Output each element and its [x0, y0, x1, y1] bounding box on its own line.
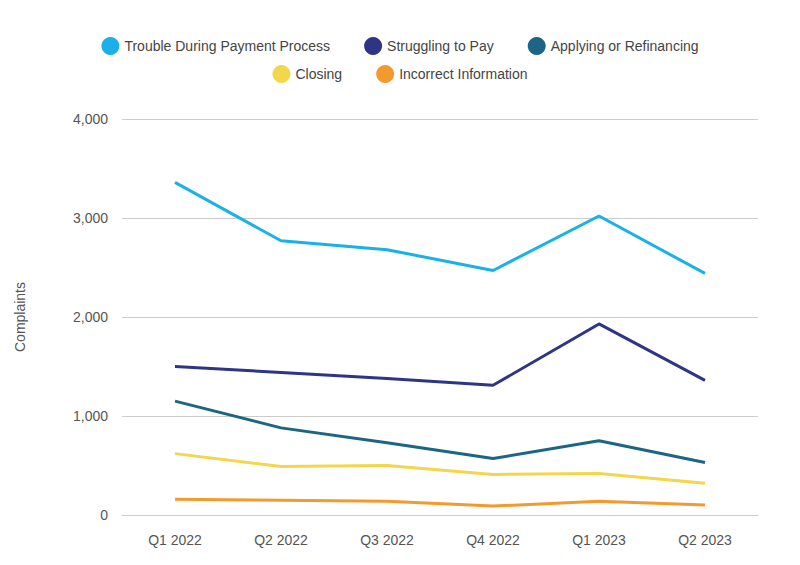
svg-text:Struggling to Pay: Struggling to Pay: [387, 38, 494, 54]
svg-text:Incorrect Information: Incorrect Information: [399, 66, 527, 82]
svg-text:Q3 2022: Q3 2022: [360, 532, 414, 548]
svg-text:Q4 2022: Q4 2022: [466, 532, 520, 548]
svg-text:Closing: Closing: [295, 66, 342, 82]
svg-text:Applying or Refinancing: Applying or Refinancing: [551, 38, 699, 54]
svg-text:Q1 2023: Q1 2023: [572, 532, 626, 548]
svg-text:4,000: 4,000: [73, 111, 108, 127]
svg-text:Complaints: Complaints: [12, 282, 28, 352]
svg-text:1,000: 1,000: [73, 408, 108, 424]
svg-text:3,000: 3,000: [73, 210, 108, 226]
svg-text:2,000: 2,000: [73, 309, 108, 325]
svg-text:Q1 2022: Q1 2022: [148, 532, 202, 548]
svg-text:Q2 2022: Q2 2022: [254, 532, 308, 548]
svg-text:0: 0: [100, 507, 108, 523]
svg-text:Trouble During Payment Process: Trouble During Payment Process: [124, 38, 330, 54]
svg-text:Q2 2023: Q2 2023: [678, 532, 732, 548]
